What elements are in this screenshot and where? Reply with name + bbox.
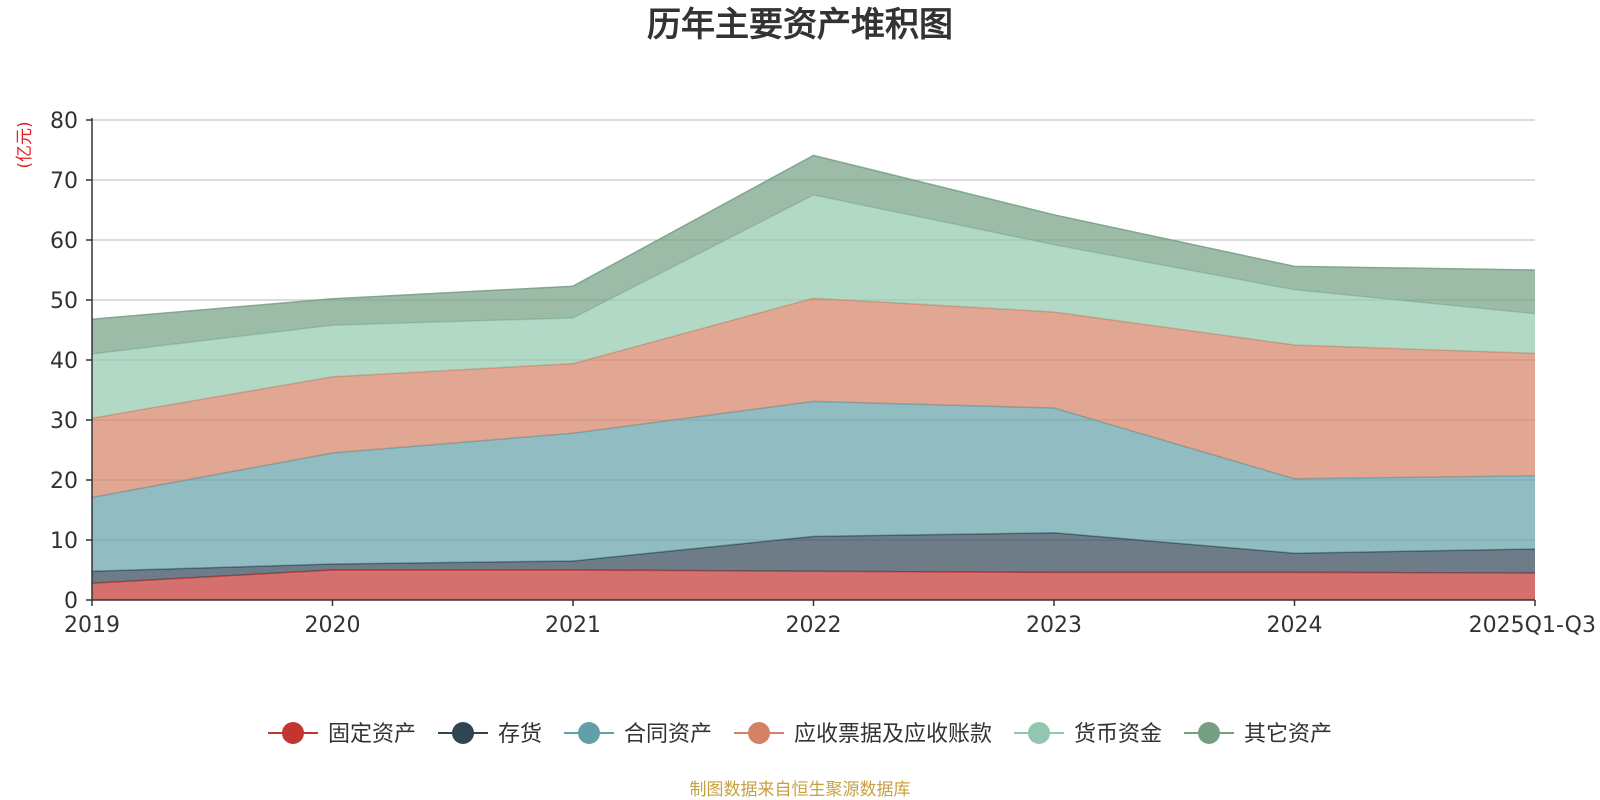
y-tick-label: 70 (50, 169, 78, 194)
y-axis-unit-label: (亿元) (15, 121, 35, 168)
legend-marker-icon (282, 722, 304, 744)
y-tick-label: 40 (50, 349, 78, 374)
chart-title: 历年主要资产堆积图 (647, 5, 953, 45)
x-tick-label: 2025Q1-Q3 (1469, 613, 1596, 638)
area-series-1 (92, 532, 1535, 584)
legend-item-1[interactable]: 存货 (438, 722, 542, 747)
source-footer: 制图数据来自恒生聚源数据库 (690, 780, 911, 800)
legend-label: 货币资金 (1074, 722, 1162, 747)
legend-item-0[interactable]: 固定资产 (268, 722, 416, 747)
y-tick-label: 60 (50, 229, 78, 254)
y-tick-label: 30 (50, 409, 78, 434)
legend-marker-icon (748, 722, 770, 744)
y-tick-label: 20 (50, 469, 78, 494)
legend-marker-icon (578, 722, 600, 744)
x-tick-label: 2024 (1267, 613, 1323, 638)
area-series-group (91, 154, 1536, 600)
legend-label: 合同资产 (624, 722, 712, 747)
legend-label: 固定资产 (328, 722, 416, 747)
legend-marker-icon (1028, 722, 1050, 744)
legend-marker-icon (1198, 722, 1220, 744)
legend-item-5[interactable]: 其它资产 (1184, 722, 1332, 747)
area-series-line-5 (91, 154, 1536, 320)
legend-label: 其它资产 (1244, 722, 1332, 747)
axes: 0 10 20 30 40 50 60 70 80 2019 2020 2021 2022 2023 202… (50, 109, 1596, 638)
x-tick-label: 2021 (545, 613, 601, 638)
area-series-3 (92, 298, 1535, 498)
y-tick-label: 0 (64, 589, 78, 614)
legend-item-4[interactable]: 货币资金 (1014, 722, 1162, 747)
legend-item-3[interactable]: 应收票据及应收账款 (734, 722, 992, 747)
y-tick-label: 50 (50, 289, 78, 314)
legend-label: 应收票据及应收账款 (794, 722, 992, 747)
x-tick-label: 2020 (305, 613, 361, 638)
x-tick-label: 2023 (1026, 613, 1082, 638)
legend-label: 存货 (498, 722, 542, 747)
x-tick-label: 2022 (786, 613, 842, 638)
area-series-5 (92, 155, 1535, 354)
y-tick-label: 80 (50, 109, 78, 134)
y-tick-label: 10 (50, 529, 78, 554)
x-tick-label: 2019 (64, 613, 120, 638)
area-series-4 (92, 195, 1535, 419)
legend-item-2[interactable]: 合同资产 (564, 722, 712, 747)
area-series-0 (92, 570, 1535, 600)
legend-marker-icon (452, 722, 474, 744)
legend: 固定资产 存货 合同资产 应收票据及应收账款 货币资金 其它资产 (268, 722, 1332, 747)
